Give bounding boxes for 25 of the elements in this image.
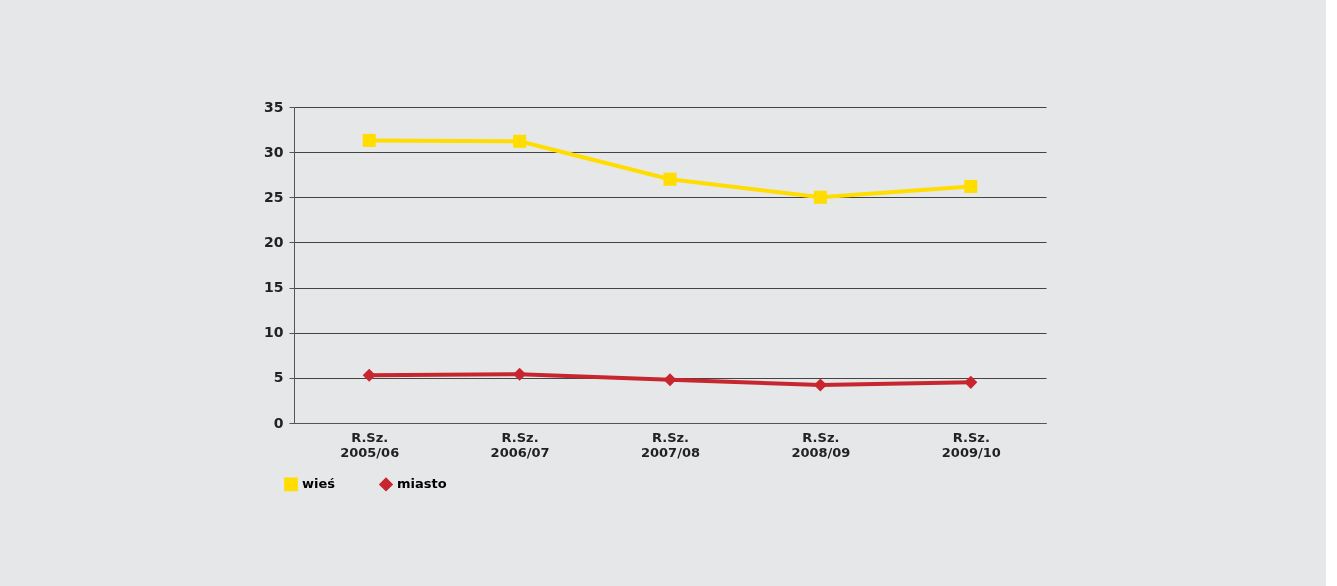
x-tick-label: R.Sz. 2006/07 xyxy=(490,429,550,460)
point xyxy=(663,373,677,387)
x-tick-label: R.Sz. 2005/06 xyxy=(340,429,400,460)
y-tick-label: 0 xyxy=(273,414,284,431)
point xyxy=(813,378,827,392)
x-tick-label: R.Sz. 2009/10 xyxy=(941,429,1001,460)
x-tick-label: R.Sz. 2008/09 xyxy=(791,429,851,460)
y-tick-label: 15 xyxy=(264,279,284,296)
y-tick-label: 30 xyxy=(264,143,284,160)
y-tick-label: 25 xyxy=(264,188,284,205)
y-tick-label: 5 xyxy=(273,369,284,386)
point xyxy=(513,367,527,381)
point xyxy=(964,179,978,193)
point xyxy=(362,133,376,147)
legend-label: wieś xyxy=(302,476,336,492)
point xyxy=(513,134,527,148)
x-tick-label: R.Sz. 2007/08 xyxy=(640,429,701,460)
y-tick-label: 20 xyxy=(264,233,284,250)
point xyxy=(362,368,376,382)
y-tick-label: 10 xyxy=(264,324,284,341)
point xyxy=(813,190,827,204)
point xyxy=(964,375,978,389)
legend-label: miasto xyxy=(397,476,447,492)
point xyxy=(663,172,677,186)
y-tick-label: 35 xyxy=(264,98,284,115)
